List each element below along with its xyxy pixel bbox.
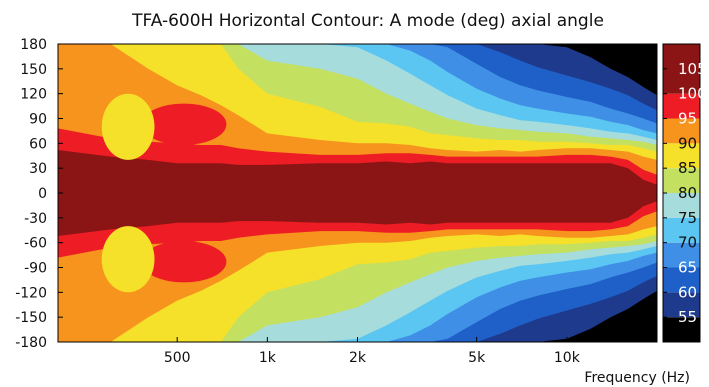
colorbar-swatch-80 bbox=[663, 168, 700, 193]
y-tick-label: 150 bbox=[20, 62, 47, 78]
y-tick-label: 180 bbox=[20, 37, 47, 53]
colorbar-tick-label: 80 bbox=[678, 184, 697, 202]
y-tick-label: 60 bbox=[29, 136, 47, 152]
colorbar-swatch-60 bbox=[663, 267, 700, 293]
contour-plot-area bbox=[58, 44, 657, 342]
x-tick-label: 1k bbox=[259, 350, 277, 366]
y-tick-label: -30 bbox=[24, 211, 47, 227]
colorbar-tick-label: 70 bbox=[678, 234, 697, 252]
colorbar-tick-label: 100 bbox=[678, 85, 707, 103]
contour-band-100 bbox=[58, 150, 657, 236]
colorbar-swatch-90 bbox=[663, 118, 700, 144]
x-axis: 500 1k 2k 5k 10k bbox=[164, 337, 581, 366]
colorbar-tick-label: 90 bbox=[678, 134, 697, 152]
colorbar-swatch-55 bbox=[663, 292, 700, 318]
colorbar-swatch-100 bbox=[663, 44, 700, 94]
contour-lobe-85-lower bbox=[101, 226, 155, 293]
colorbar-tick-label: 55 bbox=[678, 308, 697, 326]
y-tick-label: -90 bbox=[24, 261, 47, 277]
x-tick-label: 5k bbox=[468, 350, 486, 366]
colorbar-tick-label: 65 bbox=[678, 259, 697, 277]
colorbar-tick-label: 105 bbox=[678, 60, 707, 78]
colorbar-swatch-65 bbox=[663, 242, 700, 268]
chart-title: TFA-600H Horizontal Contour: A mode (deg… bbox=[131, 11, 604, 31]
colorbar-swatch-50 bbox=[663, 317, 700, 342]
colorbar-tick-label: 85 bbox=[678, 159, 697, 177]
y-tick-label: -120 bbox=[15, 285, 47, 301]
colorbar-swatch-85 bbox=[663, 143, 700, 169]
y-tick-label: 90 bbox=[29, 112, 47, 128]
contour-lobe-85-upper bbox=[101, 93, 155, 160]
y-tick-label: -150 bbox=[15, 310, 47, 326]
x-axis-label: Frequency (Hz) bbox=[584, 370, 690, 386]
x-tick-label: 10k bbox=[554, 350, 581, 366]
y-axis: 180 150 120 90 60 30 0 -30 -60 -90 -120 -150 -180 bbox=[15, 37, 63, 351]
colorbar-tick-label: 95 bbox=[678, 110, 697, 128]
contour-lobe-95-lower bbox=[141, 241, 227, 283]
x-tick-label: 500 bbox=[164, 350, 191, 366]
y-tick-label: 30 bbox=[29, 161, 47, 177]
x-tick-label: 2k bbox=[349, 350, 367, 366]
colorbar-tick-label: 60 bbox=[678, 283, 697, 301]
y-tick-label: 0 bbox=[38, 186, 47, 202]
contour-lobe-95-upper bbox=[141, 103, 227, 145]
colorbar-swatch-95 bbox=[663, 93, 700, 119]
colorbar-tick-label: 75 bbox=[678, 209, 697, 227]
colorbar: 105 100 95 90 85 80 75 70 65 60 55 bbox=[662, 43, 707, 343]
colorbar-swatch-70 bbox=[663, 217, 700, 243]
y-tick-label: 120 bbox=[20, 87, 47, 103]
colorbar-swatch-75 bbox=[663, 193, 700, 218]
y-tick-label: -60 bbox=[24, 236, 47, 252]
y-tick-label: -180 bbox=[15, 335, 47, 351]
